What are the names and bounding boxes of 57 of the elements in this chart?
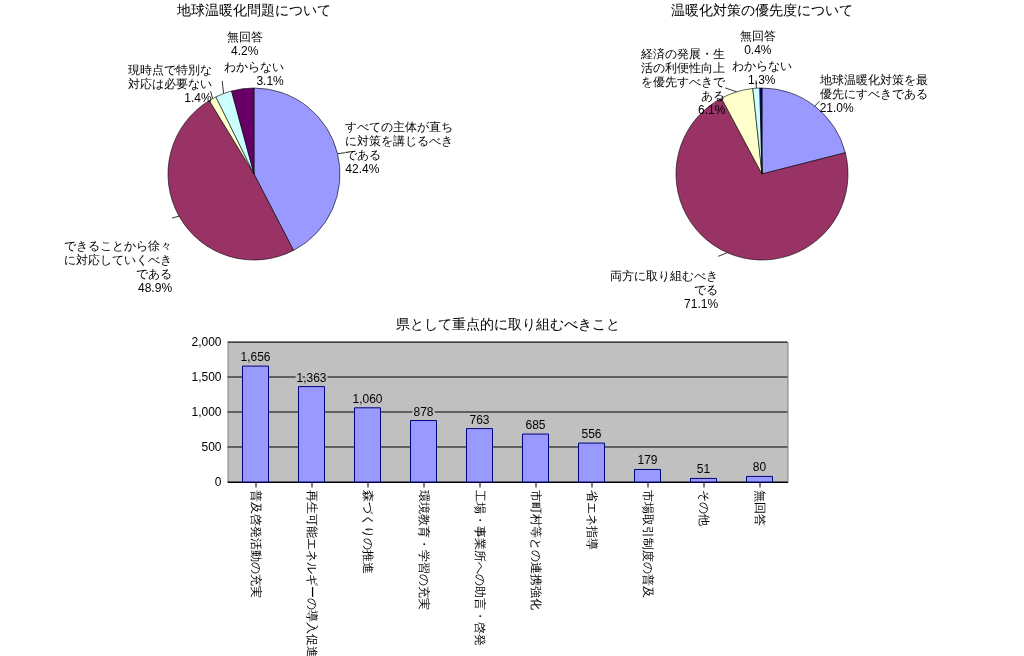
data-label: 1.3% <box>748 73 776 88</box>
data-label: 71.1% <box>684 297 719 312</box>
y-tick-label: 500 <box>201 440 222 454</box>
bar <box>242 365 269 483</box>
x-tick-label: 森づくりの推進 <box>360 489 375 574</box>
bar <box>466 428 493 483</box>
y-tick-label: 1,000 <box>191 405 222 419</box>
data-label: 0.4% <box>744 43 772 58</box>
slice-label: わからない <box>731 59 792 74</box>
chart-title: 温暖化対策の優先度について <box>671 2 853 18</box>
data-label: 42.4% <box>345 162 380 177</box>
x-tick-label: 省エネ指導 <box>584 489 599 550</box>
data-label: 51 <box>696 462 711 477</box>
data-label: 1,363 <box>296 370 327 385</box>
y-tick-label: 0 <box>214 475 222 489</box>
data-label: 878 <box>413 404 434 419</box>
x-tick-label: 環境教育・学習の充実 <box>416 489 431 610</box>
x-tick-label: 工場・事業所への助言・啓発 <box>472 489 487 646</box>
data-label: 4.2% <box>230 43 259 58</box>
bar <box>410 420 437 483</box>
slice-label: できることから徐々に対応していくべきである <box>64 238 173 281</box>
y-tick-label: 1,500 <box>191 370 222 384</box>
bar <box>634 468 661 483</box>
data-label: 1.4% <box>184 91 213 106</box>
bar <box>578 442 605 483</box>
slice-label: 地球温暖化対策を最優先にすべきである <box>818 73 928 102</box>
bar <box>746 475 773 483</box>
data-label: 48.9% <box>138 280 173 295</box>
data-label: 556 <box>581 427 602 442</box>
bar <box>298 386 325 483</box>
chart-title: 地球温暖化問題について <box>176 2 331 18</box>
y-tick-label: 2,000 <box>191 335 222 349</box>
slice-label: 両方に取り組むべきでる <box>610 269 719 298</box>
data-label: 80 <box>752 460 767 475</box>
data-label: 179 <box>637 453 658 468</box>
chart-title: 県として重点的に取り組むべきこと <box>395 316 620 332</box>
slice-label: 無回答 <box>739 29 776 44</box>
slice-label: 経済の発展・生活の利便性向上を優先すべきである <box>640 46 727 103</box>
slice-label: すべての主体が直ちに対策を講じるべきである <box>345 120 454 163</box>
data-label: 1,656 <box>240 350 271 365</box>
x-tick-label: その他 <box>696 489 711 526</box>
data-label: 1,060 <box>352 391 383 406</box>
data-label: 3.1% <box>256 73 285 88</box>
bar <box>522 433 549 483</box>
bar <box>690 477 717 483</box>
data-label: 685 <box>525 418 546 433</box>
data-label: 763 <box>469 412 490 427</box>
x-tick-label: 普及啓発活動の充実 <box>248 489 263 598</box>
slice-label: わからない <box>223 59 284 74</box>
slice-label: 無回答 <box>226 29 263 44</box>
x-tick-label: 市場取引制度の普及 <box>640 489 655 598</box>
x-tick-label: 市町村等との連携強化 <box>528 489 543 610</box>
x-tick-label: 再生可能エネルギーの導入促進 <box>304 489 319 656</box>
x-tick-label: 無回答 <box>752 489 767 526</box>
bar <box>354 407 381 483</box>
slice-label: 現時点で特別な対応は必要ない <box>127 63 212 92</box>
data-label: 21.0% <box>819 101 855 116</box>
